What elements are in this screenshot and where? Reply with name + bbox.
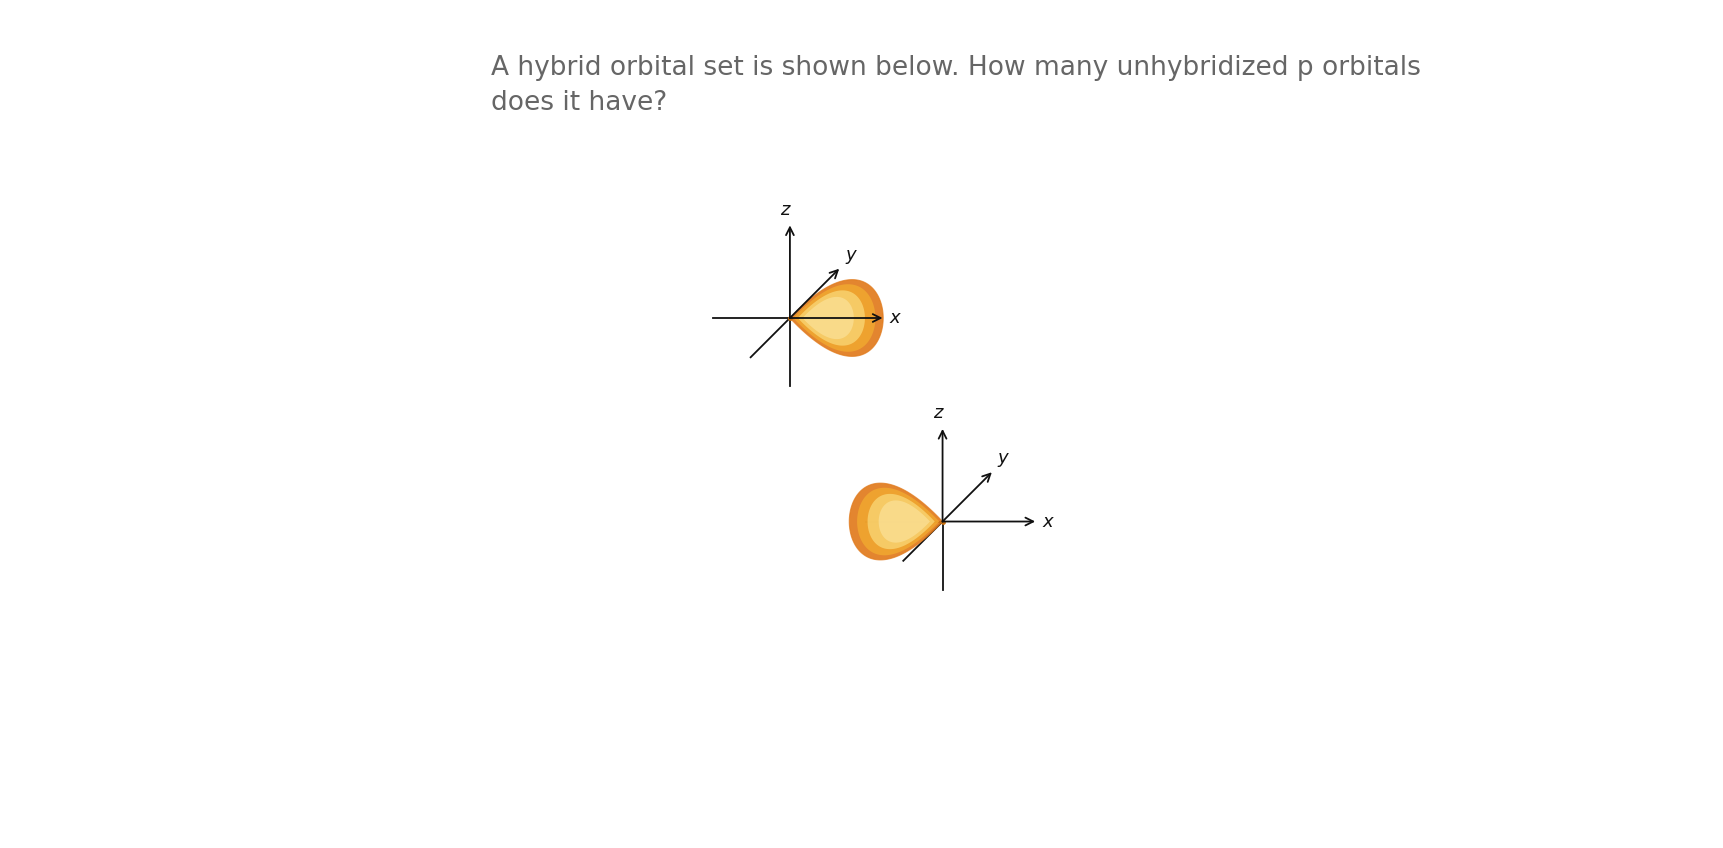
Text: y: y (998, 449, 1008, 467)
Text: x: x (1041, 512, 1053, 531)
Polygon shape (879, 500, 929, 543)
Polygon shape (789, 280, 882, 356)
Text: z: z (779, 201, 789, 219)
Polygon shape (849, 483, 942, 560)
Polygon shape (793, 284, 875, 352)
Polygon shape (798, 290, 865, 346)
Polygon shape (801, 297, 853, 339)
Polygon shape (856, 488, 939, 555)
Text: x: x (889, 309, 899, 327)
Text: y: y (844, 246, 855, 264)
Text: A hybrid orbital set is shown below. How many unhybridized p orbitals
does it ha: A hybrid orbital set is shown below. How… (491, 55, 1420, 116)
Text: z: z (932, 404, 942, 422)
Polygon shape (867, 494, 934, 550)
